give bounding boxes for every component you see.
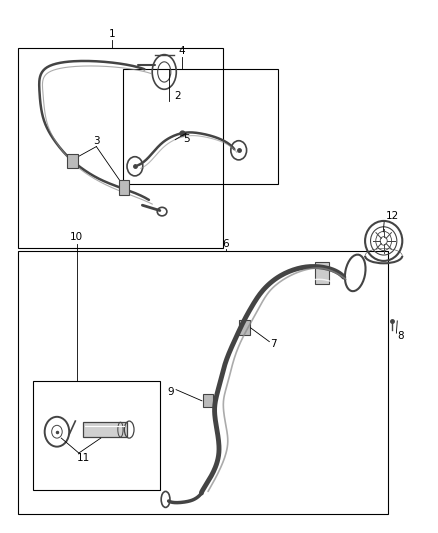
Text: 4: 4: [178, 46, 185, 55]
Bar: [18, 251, 388, 514]
Bar: [239, 320, 250, 335]
Text: 1: 1: [108, 29, 115, 38]
Text: 5: 5: [183, 134, 190, 143]
Bar: [119, 180, 129, 195]
Text: 7: 7: [270, 339, 277, 349]
Text: 11: 11: [77, 454, 90, 463]
Text: 12: 12: [385, 211, 399, 221]
Text: 2: 2: [174, 91, 181, 101]
Text: 8: 8: [397, 331, 404, 341]
Bar: [83, 422, 127, 437]
Text: 9: 9: [167, 387, 174, 397]
Bar: [33, 381, 160, 490]
Bar: [315, 262, 328, 284]
Text: 6: 6: [222, 239, 229, 248]
Bar: [123, 69, 278, 184]
Text: 10: 10: [70, 232, 83, 242]
Text: 3: 3: [93, 136, 100, 146]
Bar: [67, 154, 78, 168]
Bar: [18, 48, 223, 248]
Bar: [203, 394, 213, 407]
